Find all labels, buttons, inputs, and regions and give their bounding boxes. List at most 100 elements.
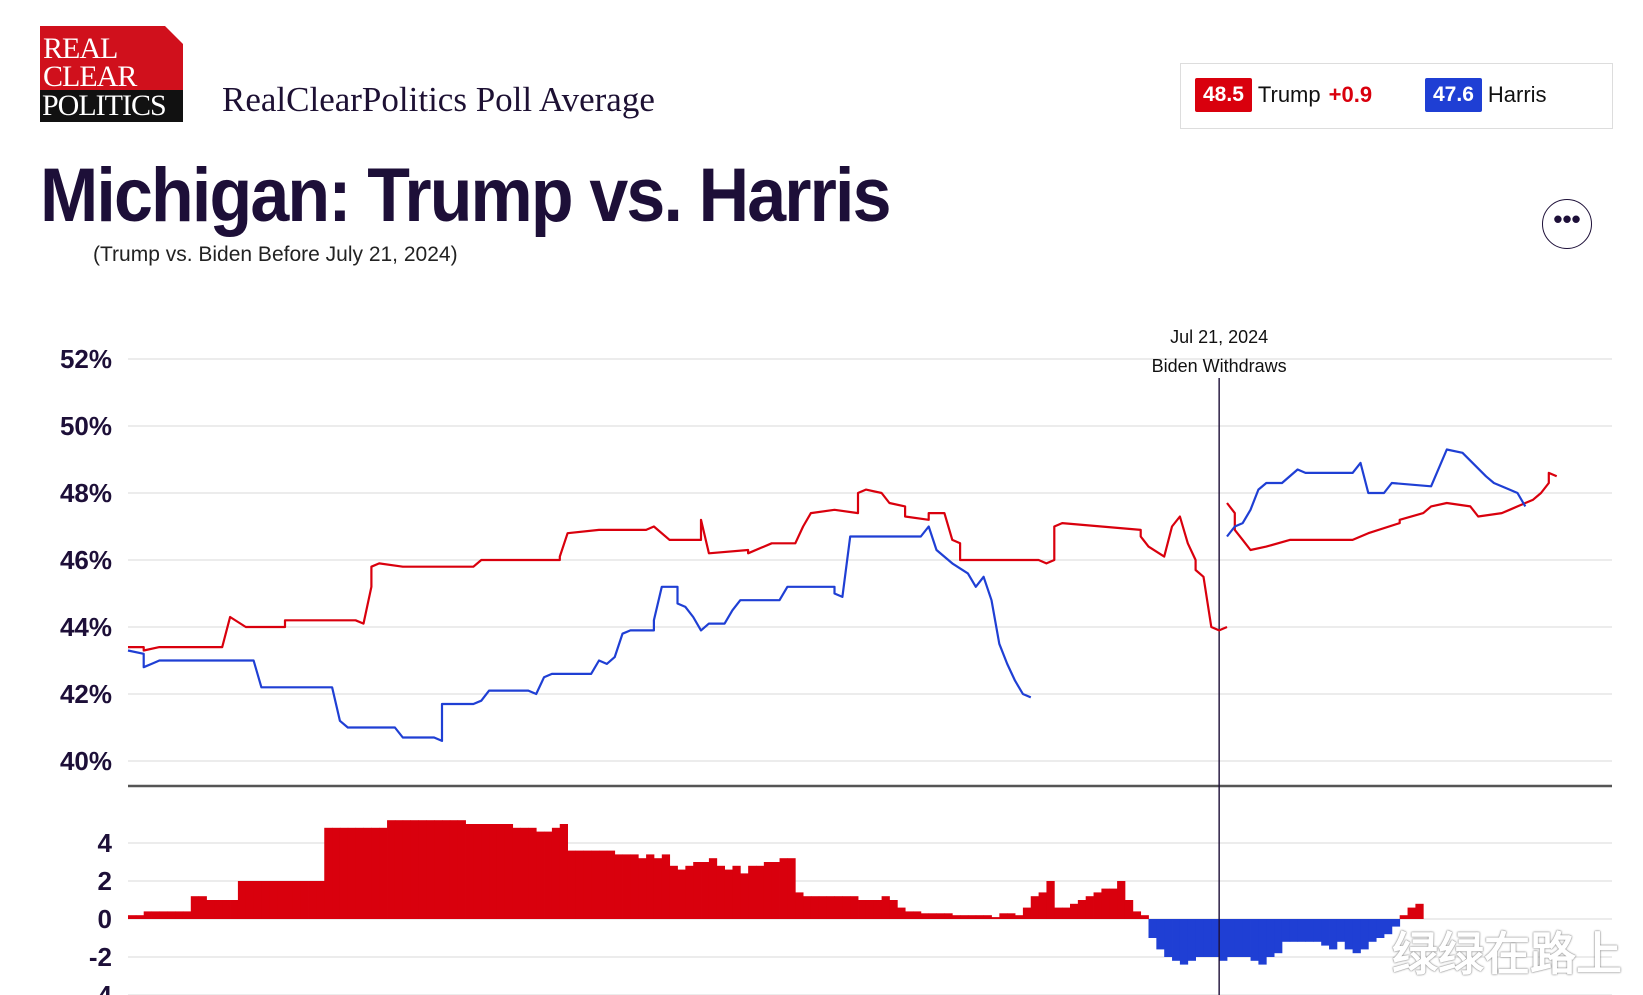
harris-value-badge: 47.6: [1425, 78, 1482, 112]
spread-bar: [1070, 903, 1079, 919]
spread-bar: [182, 911, 192, 919]
spread-bar: [1054, 907, 1063, 919]
spread-bar: [253, 881, 262, 919]
spread-bar: [465, 824, 474, 919]
spread-bar: [952, 915, 961, 919]
spread-bar: [591, 850, 600, 919]
spread-bar: [1219, 919, 1228, 961]
trump-name: Trump: [1257, 82, 1321, 107]
spread-bar: [677, 869, 686, 919]
spread-bar: [1172, 919, 1181, 961]
spread-bar: [1038, 892, 1047, 919]
spread-bar: [685, 865, 694, 919]
spread-bar: [135, 915, 145, 919]
spread-bar: [277, 881, 286, 919]
spread-bar: [1297, 919, 1306, 942]
spread-bar: [763, 862, 773, 919]
spread-bar: [379, 827, 388, 919]
spread-bar: [1164, 919, 1173, 957]
spread-bar: [175, 911, 184, 919]
spread-bar: [1250, 919, 1259, 961]
rcp-logo[interactable]: REAL CLEAR POLITICS: [40, 26, 183, 122]
spread-bar: [1187, 919, 1196, 961]
spread-bar: [1117, 881, 1126, 919]
spread-bar: [1305, 919, 1314, 942]
spread-bar: [858, 900, 867, 919]
spread-bar: [410, 820, 419, 919]
spread-bar: [920, 913, 930, 919]
spread-bar: [960, 915, 969, 919]
spread-bar: [1062, 907, 1071, 919]
spread-bar: [771, 862, 780, 919]
y-tick-label: 40%: [60, 746, 112, 776]
spread-bar: [551, 827, 561, 919]
y-tick-label: 46%: [60, 545, 112, 575]
spread-bar: [905, 911, 914, 919]
spread-bar: [347, 827, 357, 919]
legend-harris: 47.6 Harris: [1425, 78, 1547, 112]
spread-bar: [1313, 919, 1322, 942]
spread-bar: [355, 827, 364, 919]
spread-bar: [504, 824, 514, 919]
spread-bar: [1376, 919, 1385, 938]
poll-line: [127, 525, 1032, 743]
spread-bar: [622, 854, 631, 919]
harris-name: Harris: [1487, 82, 1547, 107]
spread-bar: [1234, 919, 1244, 957]
spread-bar: [881, 896, 890, 919]
spread-bar: [1030, 896, 1039, 919]
spread-bar: [1022, 907, 1032, 919]
y-tick-label: 50%: [60, 411, 112, 441]
spread-bar: [1227, 919, 1236, 957]
spread-bar: [865, 900, 875, 919]
spread-bar: [245, 881, 254, 919]
spread-bar: [230, 900, 239, 919]
spread-bar: [1258, 919, 1267, 965]
spread-bar: [991, 917, 1000, 919]
spread-bar: [536, 831, 545, 919]
spread-bar: [913, 911, 922, 919]
more-options-button[interactable]: •••: [1542, 199, 1592, 249]
spread-bar: [795, 892, 804, 919]
spread-bar: [457, 820, 466, 919]
spread-bar: [324, 827, 333, 919]
spread-bar: [810, 896, 820, 919]
spread-bar: [967, 915, 977, 919]
spread-bar: [1281, 919, 1291, 942]
y-tick-label: 0: [98, 904, 112, 934]
spread-bar: [363, 827, 372, 919]
spread-bar: [1344, 919, 1353, 950]
spread-bar: [512, 827, 521, 919]
spread-bar: [190, 896, 200, 919]
spread-bar: [897, 907, 906, 919]
spread-bar: [143, 911, 152, 919]
spread-bar: [732, 865, 741, 919]
spread-bar: [630, 854, 639, 919]
spread-bar: [1156, 919, 1165, 950]
spread-bar: [402, 820, 411, 919]
spread-bar: [167, 911, 176, 919]
spread-bar: [756, 865, 765, 919]
spread-bar: [1336, 919, 1346, 942]
spread-bar: [1289, 919, 1299, 942]
poll-average-legend: 48.5 Trump +0.9 47.6 Harris: [1180, 63, 1613, 129]
spread-bar: [1266, 919, 1275, 957]
spread-bar: [708, 858, 718, 919]
spread-bar: [1124, 900, 1134, 919]
spread-bar: [826, 896, 835, 919]
spread-bar: [850, 896, 859, 919]
legend-trump: 48.5 Trump +0.9: [1195, 78, 1372, 112]
spread-bar: [873, 900, 882, 919]
spread-bar: [308, 881, 317, 919]
spread-bar: [544, 831, 553, 919]
spread-bar: [646, 854, 655, 919]
logo-line-1: REAL: [43, 32, 118, 65]
spread-bar: [151, 911, 160, 919]
spread-bar: [701, 862, 710, 919]
spread-bar: [1007, 913, 1016, 919]
logo-line-2: CLEAR: [43, 60, 137, 93]
spread-bar: [387, 820, 396, 919]
spread-bar: [614, 854, 623, 919]
spread-bar: [520, 827, 529, 919]
